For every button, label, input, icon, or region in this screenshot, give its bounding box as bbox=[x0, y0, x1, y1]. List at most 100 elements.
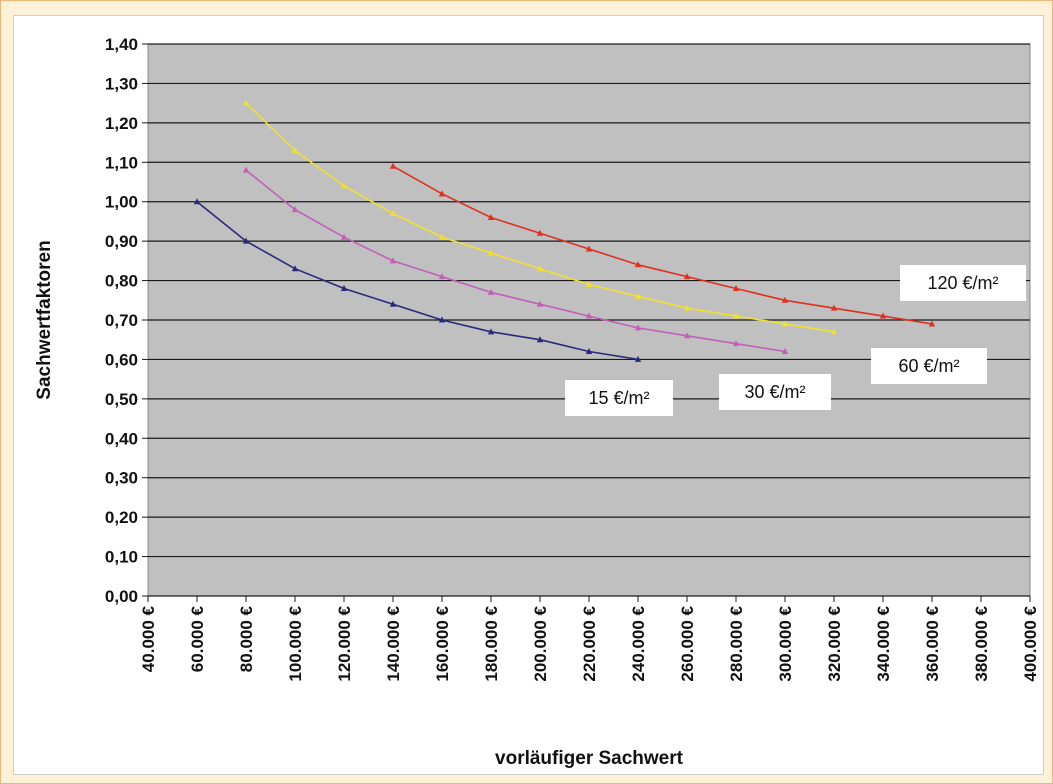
data-point bbox=[291, 265, 299, 272]
annotation-text: 30 €/m² bbox=[744, 382, 805, 402]
series-line-0 bbox=[196, 201, 639, 361]
x-tick-label: 40.000 € bbox=[139, 605, 158, 672]
data-point bbox=[291, 146, 299, 153]
y-tick-label: 0,20 bbox=[105, 508, 138, 527]
data-point bbox=[242, 99, 250, 106]
annotation-text: 15 €/m² bbox=[588, 388, 649, 408]
annotation-text: 120 €/m² bbox=[927, 273, 998, 293]
data-point bbox=[683, 304, 691, 311]
data-point bbox=[389, 162, 397, 169]
x-tick-label: 360.000 € bbox=[923, 605, 942, 681]
series-points bbox=[193, 99, 936, 362]
data-point bbox=[487, 328, 495, 335]
data-point bbox=[536, 336, 544, 343]
annotation-text: 60 €/m² bbox=[898, 356, 959, 376]
series-line-1 bbox=[245, 169, 786, 353]
data-point bbox=[536, 265, 544, 272]
data-point bbox=[487, 288, 495, 295]
data-point bbox=[585, 245, 593, 252]
series-annotation: 60 €/m² bbox=[871, 348, 987, 384]
y-tick-label: 1,30 bbox=[105, 74, 138, 93]
data-point bbox=[291, 206, 299, 213]
x-tick-label: 140.000 € bbox=[384, 605, 403, 681]
annotation-box bbox=[871, 348, 987, 384]
data-point bbox=[340, 233, 348, 240]
y-tick-labels: 0,00 0,10 0,20 0,30 0,40 0,50 0,60 0,70 0,80 0,90… bbox=[105, 35, 138, 606]
x-tick-label: 260.000 € bbox=[678, 605, 697, 681]
data-point bbox=[585, 312, 593, 319]
data-point bbox=[389, 210, 397, 217]
y-axis-title: Sachwertfaktoren bbox=[34, 240, 55, 399]
data-point bbox=[830, 328, 838, 335]
x-tick-label: 240.000 € bbox=[629, 605, 648, 681]
data-point bbox=[781, 320, 789, 327]
annotation-box bbox=[900, 265, 1026, 301]
y-tick-label: 0,30 bbox=[105, 469, 138, 488]
y-tick-label: 0,80 bbox=[105, 272, 138, 291]
data-point bbox=[879, 312, 887, 319]
x-tick-label: 320.000 € bbox=[825, 605, 844, 681]
y-tick-label: 1,00 bbox=[105, 193, 138, 212]
data-point bbox=[340, 284, 348, 291]
y-tick-label: 0,70 bbox=[105, 311, 138, 330]
data-point bbox=[732, 312, 740, 319]
series-line-3 bbox=[392, 165, 933, 325]
x-tick-label: 160.000 € bbox=[433, 605, 452, 681]
x-tick-label: 120.000 € bbox=[335, 605, 354, 681]
series-annotation: 120 €/m² bbox=[900, 265, 1026, 301]
x-tick-label: 180.000 € bbox=[482, 605, 501, 681]
y-tick-label: 0,10 bbox=[105, 548, 138, 567]
x-tick-label: 60.000 € bbox=[188, 605, 207, 672]
data-point bbox=[487, 249, 495, 256]
annotation-box bbox=[565, 380, 673, 416]
data-point bbox=[536, 300, 544, 307]
x-tick-label: 200.000 € bbox=[531, 605, 550, 681]
x-tick-label: 340.000 € bbox=[874, 605, 893, 681]
data-point bbox=[634, 355, 642, 362]
annotation-box bbox=[719, 374, 831, 410]
data-point bbox=[242, 237, 250, 244]
data-point bbox=[634, 292, 642, 299]
data-point bbox=[683, 273, 691, 280]
data-point bbox=[634, 261, 642, 268]
data-point bbox=[389, 257, 397, 264]
data-point bbox=[487, 213, 495, 220]
data-point bbox=[830, 304, 838, 311]
data-point bbox=[389, 300, 397, 307]
x-axis-title: vorläufiger Sachwert bbox=[495, 748, 684, 769]
y-tick-label: 0,60 bbox=[105, 350, 138, 369]
x-tick-label: 380.000 € bbox=[972, 605, 991, 681]
data-point bbox=[634, 324, 642, 331]
y-tick-label: 0,90 bbox=[105, 232, 138, 251]
gridlines bbox=[142, 43, 1031, 602]
data-point bbox=[536, 229, 544, 236]
x-tick-labels: 40.000 € 60.000 € 80.000 € 100.000 € 120.000… bbox=[139, 605, 1040, 681]
series-annotation: 30 €/m² bbox=[719, 374, 831, 410]
y-tick-label: 0,40 bbox=[105, 429, 138, 448]
data-point bbox=[683, 332, 691, 339]
y-tick-label: 1,40 bbox=[105, 35, 138, 54]
data-point bbox=[438, 273, 446, 280]
data-point bbox=[438, 316, 446, 323]
data-point bbox=[585, 348, 593, 355]
y-tick-label: 0,50 bbox=[105, 390, 138, 409]
series-labels: 15 €/m² 30 €/m² 60 €/m² 120 €/m² bbox=[565, 265, 1026, 416]
x-tick-label: 80.000 € bbox=[237, 605, 256, 672]
series-annotation: 15 €/m² bbox=[565, 380, 673, 416]
x-tick-label: 400.000 € bbox=[1021, 605, 1040, 681]
y-tick-label: 0,00 bbox=[105, 587, 138, 606]
x-tick-label: 220.000 € bbox=[580, 605, 599, 681]
data-point bbox=[781, 348, 789, 355]
data-point bbox=[732, 284, 740, 291]
y-tick-label: 1,10 bbox=[105, 153, 138, 172]
data-point bbox=[340, 182, 348, 189]
x-tick-label: 300.000 € bbox=[776, 605, 795, 681]
data-point bbox=[438, 190, 446, 197]
data-point bbox=[438, 233, 446, 240]
data-point bbox=[928, 320, 936, 327]
data-point bbox=[732, 340, 740, 347]
x-tick-label: 100.000 € bbox=[286, 605, 305, 681]
data-point bbox=[242, 166, 250, 173]
y-tick-label: 1,20 bbox=[105, 114, 138, 133]
